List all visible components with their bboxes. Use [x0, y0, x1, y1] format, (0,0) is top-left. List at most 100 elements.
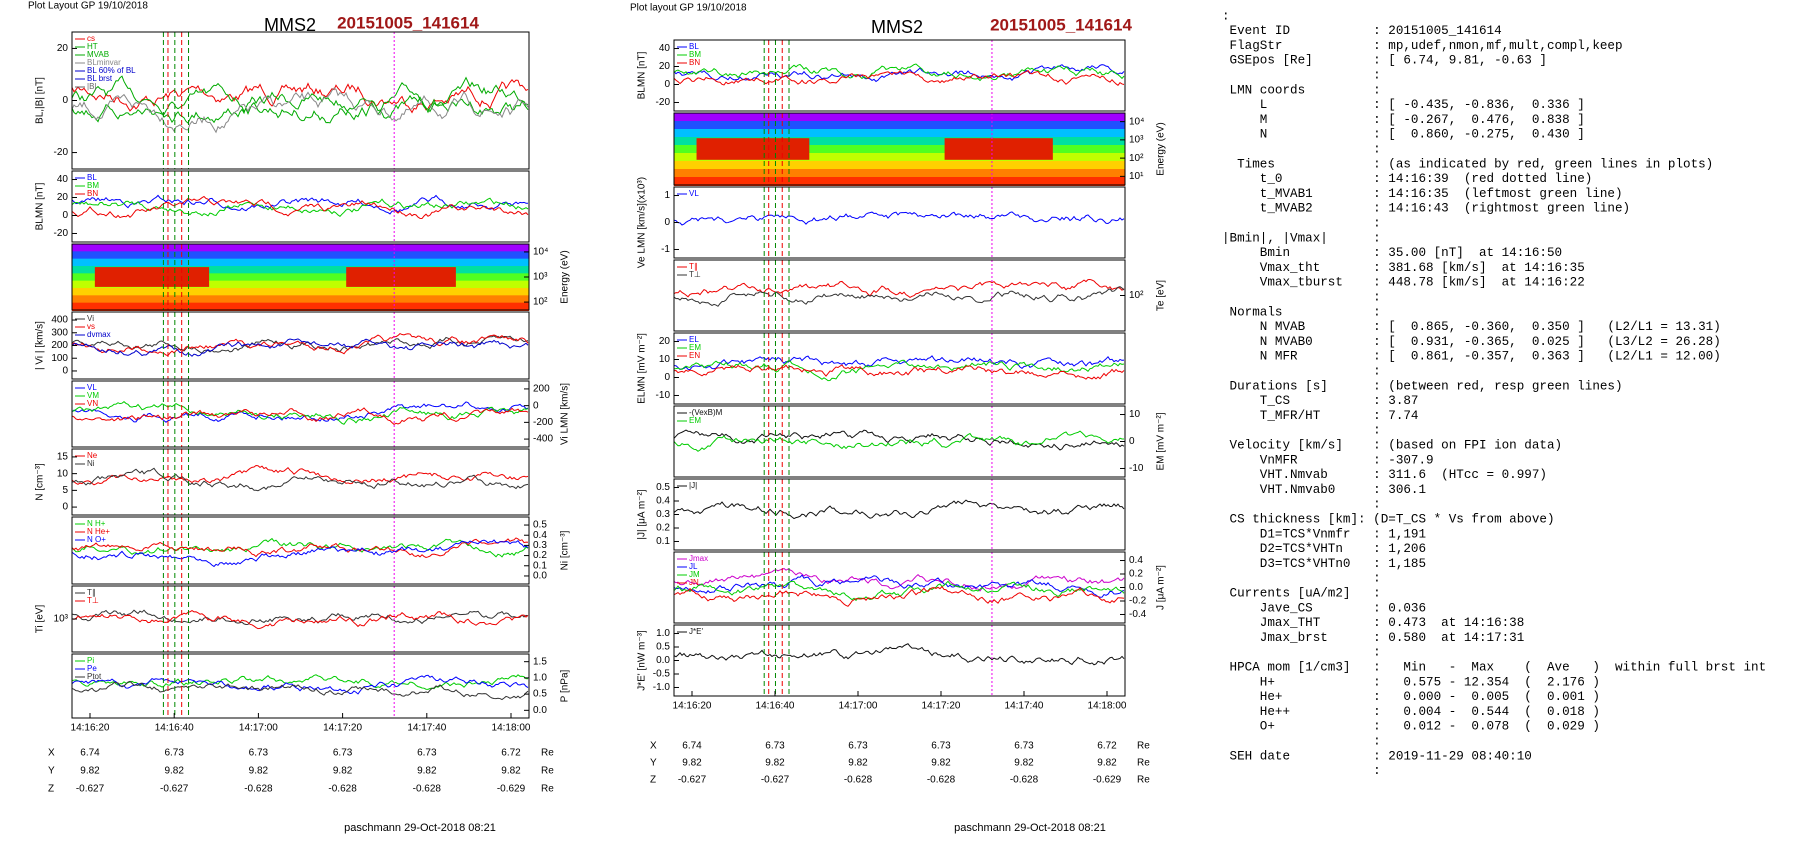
ephem-value: 6.72: [1097, 741, 1117, 752]
y-tick-label: 15: [57, 452, 69, 463]
info-line: :: [1222, 646, 1381, 660]
footer: paschmann 29-Oct-2018 08:21: [954, 822, 1106, 834]
info-line: t_MVAB1 : 14:16:35 (leftmost green line): [1222, 187, 1623, 201]
trace: [673, 574, 1125, 598]
trace: [673, 278, 1125, 299]
y-tick-label: 10⁴: [533, 247, 548, 258]
trace: [71, 87, 529, 134]
panel-frame: [673, 112, 1126, 186]
ephem-value: 9.82: [501, 766, 521, 777]
y-tick-label: -20: [54, 228, 69, 239]
y-axis-label: Vi LMN [km/s]: [560, 383, 571, 445]
trace: [71, 197, 529, 218]
info-line: :: [1222, 365, 1381, 379]
y-tick-label: 200: [533, 384, 550, 395]
y-tick-label: 0: [62, 95, 68, 106]
panel: |J| 0.5 0.4 0.3 0.2 0.1 |J| [μA m⁻²]: [637, 478, 1126, 551]
legend-label: |J|: [689, 481, 697, 490]
info-line: D3=TCS*VHTn0 : 1,185: [1222, 557, 1426, 571]
legend-label: J*E': [689, 627, 703, 636]
panel: VL 1 0 -1 Ve LMN [km/s](x10³): [637, 177, 1126, 268]
y-tick-label: 0.1: [656, 536, 670, 547]
info-line: L : [ -0.435, -0.836, 0.336 ]: [1222, 98, 1585, 112]
trace: [673, 429, 1125, 451]
info-line: :: [1222, 143, 1381, 157]
ephem-value: 9.82: [333, 766, 353, 777]
ephem-value: -0.628: [927, 775, 956, 786]
legend-label: VM: [87, 391, 99, 400]
trace: [673, 63, 1125, 82]
y-tick-label: 0: [62, 502, 68, 513]
legend-label: BLminvar: [87, 58, 121, 67]
legend-label: BM: [87, 181, 99, 190]
y-axis-label: Energy (eV): [560, 250, 571, 303]
y-tick-label: 10¹: [1129, 171, 1144, 182]
panel-frame: [673, 551, 1126, 624]
info-line: LMN coords :: [1222, 83, 1381, 97]
legend-label: Pe: [87, 664, 97, 673]
spectrogram-band: [674, 145, 1125, 154]
y-tick-label: 20: [57, 192, 69, 203]
trace: [71, 680, 529, 701]
info-line: VHT.Nmvab : 311.6 (HTcc = 0.997): [1222, 468, 1547, 482]
info-line: HPCA mom [1/cm3] : Min - Max ( Ave ) wit…: [1222, 661, 1766, 675]
info-line: O+ : 0.012 - 0.078 ( 0.029 ): [1222, 720, 1600, 734]
y-tick-label: -0.4: [1129, 609, 1147, 620]
legend-label: Ne: [87, 451, 98, 460]
y-axis-label: Te [eV]: [1156, 280, 1167, 311]
info-line: Vmax_tburst : 448.78 [km/s] at 14:16:22: [1222, 276, 1585, 290]
ephem-name: Y: [48, 766, 55, 777]
info-line: FlagStr : mp,udef,nmon,mf,mult,compl,kee…: [1222, 39, 1623, 53]
y-tick-label: 0: [664, 217, 670, 228]
x-tick-label: 14:18:00: [1088, 701, 1127, 712]
y-tick-label: 1: [664, 190, 670, 201]
y-tick-label: 0.2: [1129, 569, 1143, 580]
legend-label: N O+: [87, 535, 106, 544]
x-tick-label: 14:17:20: [323, 723, 362, 734]
panel: T∥T⊥ 10³ Ti [eV]: [35, 585, 530, 653]
ephem-value: 9.82: [249, 766, 269, 777]
info-line: T_CS : 3.87: [1222, 394, 1419, 408]
spectrogram-hot: [94, 267, 210, 287]
y-tick-label: -20: [54, 147, 69, 158]
info-line: D1=TCS*Vnmfr : 1,191: [1222, 527, 1426, 541]
trace: [673, 499, 1125, 520]
ephem-value: 6.73: [249, 748, 269, 759]
y-tick-label: 0.0: [1129, 582, 1143, 593]
info-line: He+ : 0.000 - 0.005 ( 0.001 ): [1222, 690, 1600, 704]
y-axis-label: Ni [cm⁻³]: [560, 530, 571, 570]
ephem-name: Z: [48, 784, 54, 795]
ephem-value: -0.628: [844, 775, 873, 786]
trace: [673, 580, 1125, 602]
y-tick-label: 0: [664, 79, 670, 90]
ephem-unit: Re: [541, 784, 554, 795]
y-axis-label: Energy (eV): [1156, 122, 1167, 175]
y-tick-label: 10³: [54, 614, 69, 625]
info-line: :: [1222, 69, 1381, 83]
x-tick-label: 14:17:00: [239, 723, 278, 734]
info-line: Currents [uA/m2] :: [1222, 587, 1381, 601]
legend-label: Vi: [87, 314, 94, 323]
legend-label: Ptot: [87, 672, 102, 681]
legend-label: BL 60% of BL: [87, 66, 136, 75]
legend-label: JL: [689, 562, 698, 571]
ephem-unit: Re: [1137, 741, 1150, 752]
spectrogram-band: [674, 169, 1125, 178]
legend-label: BL: [689, 42, 699, 51]
panel-frame: [71, 170, 530, 243]
trace: [71, 332, 529, 357]
panel-frame: [673, 478, 1126, 551]
trace: [71, 195, 529, 220]
x-tick-label: 14:16:20: [71, 723, 110, 734]
y-tick-label: -1.0: [653, 682, 671, 693]
x-tick-label: 14:16:40: [155, 723, 194, 734]
ephem-value: 6.72: [501, 748, 521, 759]
ephem-name: Y: [650, 758, 657, 769]
y-tick-label: 20: [57, 43, 69, 54]
trace: [71, 338, 529, 357]
ephem-value: -0.627: [76, 784, 105, 795]
trace: [673, 286, 1125, 307]
